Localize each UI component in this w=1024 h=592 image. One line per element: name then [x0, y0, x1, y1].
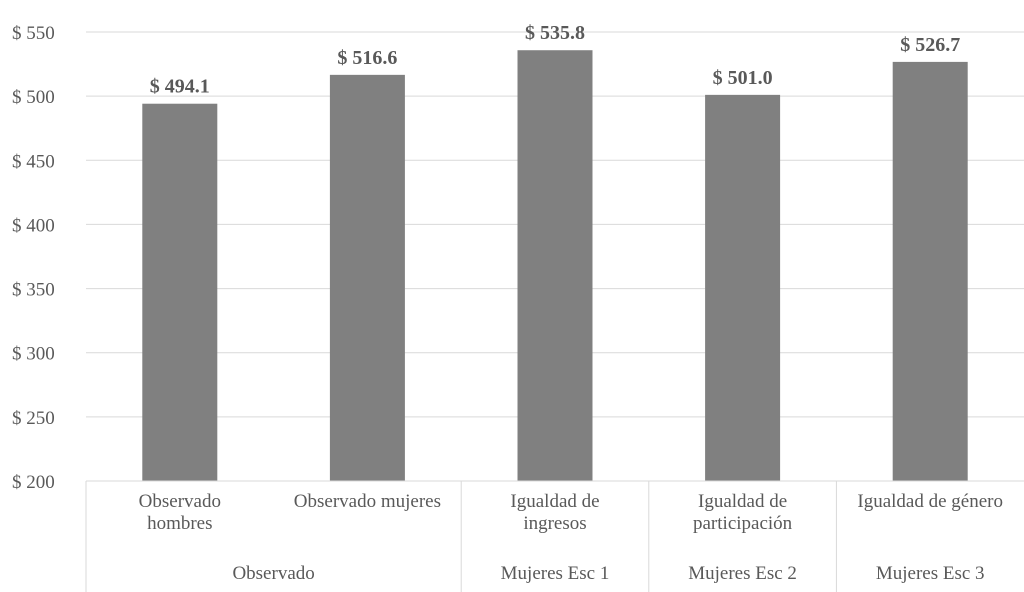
x-axis: Observado hombres Observado mujeres Igualda… [85, 480, 1024, 592]
data-labels: $ 494.1 $ 516.6 $ 535.8 $ 501.0 $ 526.7 [150, 22, 960, 97]
data-label: $ 494.1 [150, 76, 210, 98]
x-tick-label: Igualdad de ingresos [510, 491, 599, 534]
bar [517, 50, 593, 481]
y-axis: $ 200 $ 250 $ 300 $ 350 $ 400 $ 450 $ 500 $ 550 [12, 23, 55, 493]
bars [142, 50, 968, 482]
y-tick-label: $ 250 [12, 408, 55, 429]
x-group-label: Mujeres Esc 2 [688, 563, 797, 584]
x-group-label: Observado [232, 563, 314, 584]
x-group-label: Mujeres Esc 3 [876, 563, 985, 584]
x-tick-label: Observado hombres [139, 491, 221, 534]
x-tick-label: Observado mujeres [294, 491, 441, 512]
x-tick-label: Igualdad de género [857, 491, 1003, 512]
y-tick-label: $ 200 [12, 472, 55, 493]
y-tick-label: $ 350 [12, 280, 55, 301]
data-label: $ 516.6 [337, 47, 397, 69]
y-tick-label: $ 400 [12, 215, 55, 236]
bar [705, 94, 781, 482]
x-tick-label: Igualdad de participación [693, 491, 793, 534]
data-label: $ 535.8 [525, 22, 585, 44]
data-label: $ 501.0 [713, 67, 773, 89]
bar [142, 103, 218, 481]
y-tick-label: $ 450 [12, 151, 55, 172]
bar [892, 61, 968, 482]
data-label: $ 526.7 [900, 34, 960, 56]
x-group-label: Mujeres Esc 1 [501, 563, 610, 584]
y-tick-label: $ 500 [12, 87, 55, 108]
y-tick-label: $ 300 [12, 344, 55, 365]
bar [329, 74, 405, 482]
y-tick-label: $ 550 [12, 23, 55, 44]
